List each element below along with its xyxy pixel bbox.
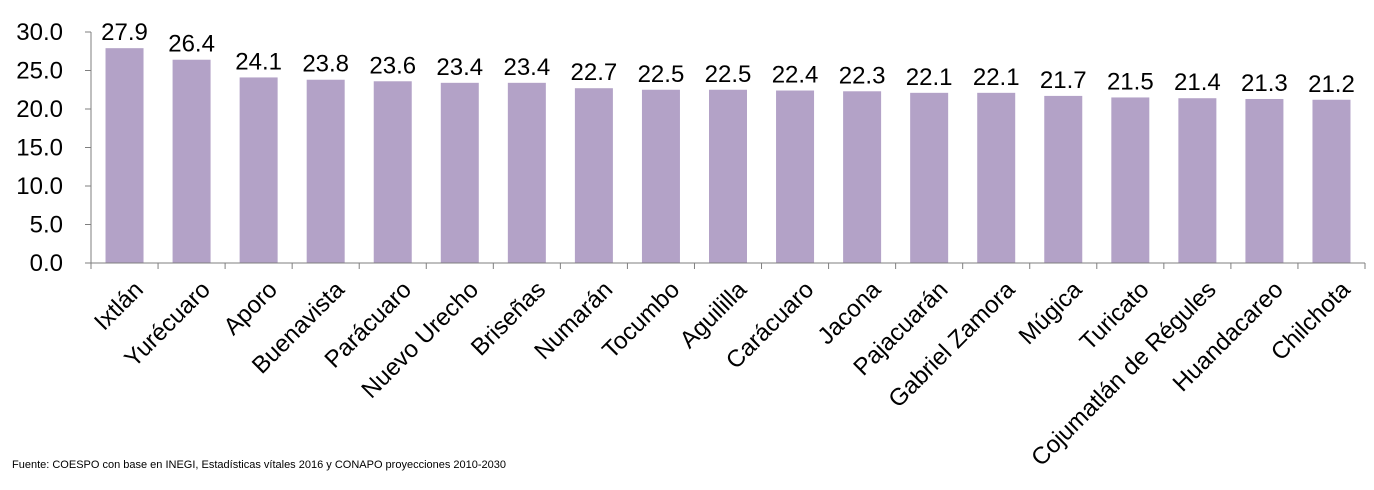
category-label: Ixtlán: [89, 276, 149, 336]
data-label: 23.8: [302, 51, 349, 78]
data-label: 21.5: [1107, 68, 1154, 95]
bar: [507, 82, 546, 263]
data-label: 26.4: [168, 31, 215, 58]
category-label: Nuevo Urecho: [356, 276, 484, 404]
data-label: 23.4: [436, 54, 483, 81]
bar: [574, 88, 613, 264]
bar: [373, 81, 412, 263]
data-label: 22.7: [571, 59, 618, 86]
data-label: 22.1: [906, 64, 953, 91]
data-label: 22.1: [973, 64, 1020, 91]
bar: [239, 77, 278, 264]
data-label: 24.1: [235, 48, 282, 75]
bar: [776, 90, 815, 264]
source-note: Fuente: COESPO con base en INEGI, Estadí…: [12, 459, 507, 471]
x-axis: [90, 262, 1366, 269]
bar: [709, 89, 747, 263]
bar: [1245, 98, 1284, 264]
bar: [1044, 95, 1083, 263]
bar: [1111, 97, 1150, 263]
data-label: 22.5: [705, 61, 752, 88]
data-label: 21.4: [1174, 69, 1221, 96]
data-label: 27.9: [101, 19, 148, 46]
y-tick-label: 25.0: [16, 58, 63, 85]
data-label: 22.4: [772, 62, 819, 89]
data-label: 21.2: [1308, 71, 1355, 98]
y-tick-label: 10.0: [16, 173, 63, 200]
data-label: 23.6: [369, 52, 416, 79]
data-label: 21.7: [1040, 67, 1087, 94]
y-tick-label: 20.0: [16, 96, 63, 123]
data-labels: 27.9 26.4 24.1 23.8 23.6 23.4 23.4 22.7 22.5 22.5…: [101, 19, 1355, 98]
bar: [910, 92, 949, 263]
bar: [105, 48, 144, 263]
bar: [641, 89, 680, 263]
data-label: 21.3: [1241, 70, 1288, 97]
y-tick-label: 5.0: [30, 212, 63, 239]
bar: [1178, 98, 1217, 263]
y-tick-label: 15.0: [16, 135, 63, 162]
bar: [1312, 99, 1351, 263]
bar: [172, 59, 211, 263]
data-label: 22.3: [839, 62, 886, 89]
bar: [306, 79, 345, 264]
bar: [977, 92, 1016, 263]
y-axis: 0.0 5.0 10.0 15.0 20.0 25.0 30.0: [16, 19, 92, 277]
bar: [843, 91, 882, 263]
bar: [440, 82, 479, 263]
category-label: Aporo: [218, 276, 282, 340]
y-tick-label: 30.0: [16, 19, 63, 46]
data-label: 22.5: [638, 61, 685, 88]
bars: [105, 48, 1351, 264]
y-tick-label: 0.0: [30, 250, 63, 277]
data-label: 23.4: [503, 54, 550, 81]
